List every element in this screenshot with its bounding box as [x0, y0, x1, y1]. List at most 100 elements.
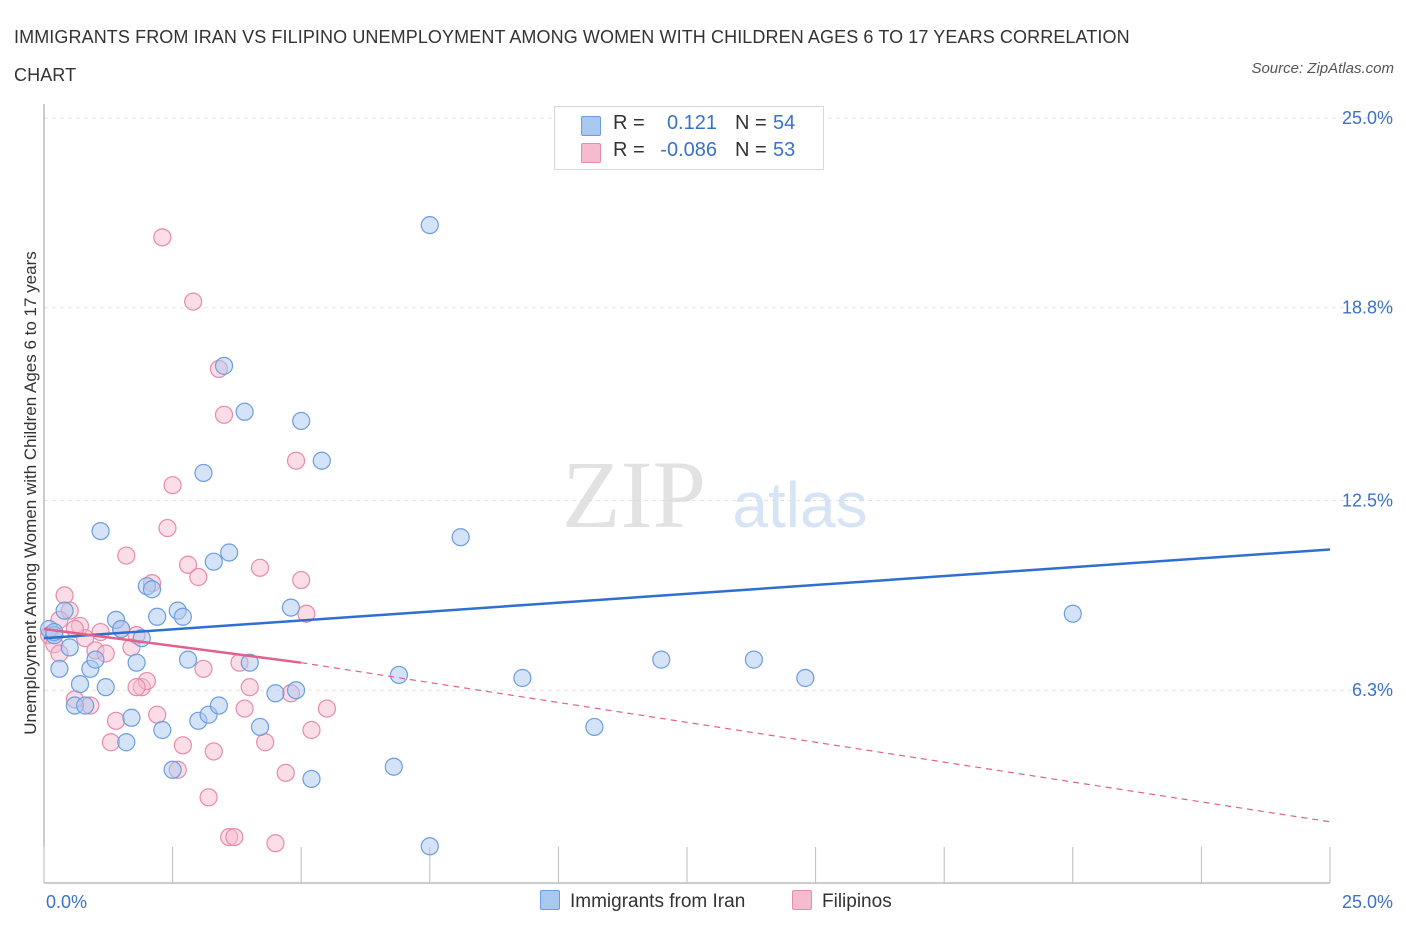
data-point: [209, 696, 228, 715]
chart-title: IMMIGRANTS FROM IRAN VS FILIPINO UNEMPLO…: [14, 27, 1130, 85]
y-tick-label: 18.8%: [1342, 298, 1393, 318]
data-point: [50, 659, 69, 678]
legend-swatch-filipinos: [792, 890, 812, 910]
data-point: [199, 788, 218, 807]
data-point: [106, 711, 126, 730]
y-tick-label: 25.0%: [1342, 108, 1393, 128]
data-point: [204, 552, 223, 571]
data-point: [55, 586, 74, 605]
data-point: [302, 720, 321, 740]
legend-item-iran[interactable]: Immigrants from Iran: [540, 890, 745, 913]
data-point: [194, 463, 213, 483]
watermark-zip: ZIP: [562, 441, 706, 548]
data-point: [122, 708, 141, 727]
legend-n-label: N =: [735, 139, 767, 161]
data-point: [55, 601, 74, 620]
trend-line-filipinos-extension: [301, 662, 1331, 823]
data-point: [292, 411, 311, 431]
legend-item-filipinos[interactable]: Filipinos: [792, 890, 892, 913]
data-point: [163, 476, 182, 495]
tick-labels: 6.3% 12.5% 18.8% 25.0% 0.0% 25.0%: [46, 108, 1393, 912]
data-point: [286, 681, 306, 700]
source-credit: Source: ZipAtlas.com: [1251, 60, 1394, 77]
data-point: [297, 604, 316, 623]
data-point: [250, 717, 270, 737]
data-point: [389, 665, 409, 685]
data-point: [652, 650, 671, 669]
data-point: [235, 402, 254, 421]
data-point: [70, 674, 90, 694]
legend-swatch-filipinos: [581, 143, 601, 163]
data-point: [796, 668, 815, 688]
data-point: [163, 760, 182, 779]
data-point: [317, 699, 337, 718]
legend-r-value: -0.086: [660, 139, 717, 161]
legend-swatch-iran: [540, 890, 560, 910]
data-point: [86, 650, 105, 669]
data-point: [420, 837, 439, 856]
y-axis-label: Unemployment Among Women with Children A…: [21, 251, 40, 735]
data-point: [240, 678, 259, 697]
legend-label-iran: Immigrants from Iran: [570, 891, 746, 912]
data-point: [250, 558, 270, 577]
data-point: [178, 650, 198, 669]
data-point: [276, 763, 295, 782]
data-point: [158, 518, 177, 538]
data-point: [178, 555, 198, 574]
data-point: [189, 567, 208, 587]
data-point: [235, 699, 254, 718]
data-point: [214, 356, 234, 375]
data-point: [744, 650, 763, 669]
data-point: [96, 678, 115, 697]
legend-r-label: R =: [613, 112, 645, 134]
data-point: [142, 580, 162, 599]
y-tick-label: 6.3%: [1352, 680, 1393, 700]
data-point: [173, 607, 192, 626]
data-point: [292, 570, 311, 590]
data-point: [194, 659, 213, 678]
data-point: [384, 757, 403, 776]
data-point: [266, 834, 285, 853]
data-point: [91, 521, 110, 541]
data-point: [266, 684, 285, 703]
data-point: [451, 528, 470, 547]
axes: [43, 104, 1331, 884]
legend-label-filipinos: Filipinos: [822, 891, 892, 912]
data-point: [420, 216, 439, 235]
data-point: [173, 736, 192, 755]
data-point: [204, 742, 223, 761]
data-point: [153, 228, 172, 247]
data-point: [220, 543, 239, 562]
data-point: [117, 546, 136, 565]
x-tick-label: 25.0%: [1342, 892, 1393, 912]
y-tick-label: 12.5%: [1342, 491, 1393, 511]
data-point: [312, 451, 331, 470]
data-point: [148, 705, 167, 724]
legend-n-value: 53: [773, 139, 796, 161]
legend-n-value: 54: [773, 112, 796, 134]
series-iran-points: [40, 216, 1082, 856]
legend-swatch-iran: [581, 116, 601, 136]
trend-line-filipinos: [43, 627, 302, 664]
data-point: [240, 653, 259, 672]
data-point: [513, 668, 532, 688]
data-point: [148, 607, 167, 626]
data-point: [1063, 604, 1082, 623]
trend-line-iran: [43, 548, 1331, 640]
watermark: ZIP atlas: [562, 441, 868, 548]
series-legend: Immigrants from Iran Filipinos: [0, 890, 1406, 916]
legend-r-label: R =: [613, 139, 645, 161]
data-point: [60, 638, 79, 657]
data-point: [184, 292, 203, 311]
legend-n-label: N =: [735, 112, 767, 134]
data-point: [76, 696, 95, 715]
watermark-atlas: atlas: [732, 469, 867, 541]
x-tick-label: 0.0%: [46, 892, 87, 912]
legend-r-value: 0.121: [666, 112, 717, 134]
series-filipinos-points: [40, 228, 337, 853]
stats-legend: R = 0.121 N = 54 R = -0.086 N = 53: [554, 106, 824, 170]
data-point: [281, 598, 301, 617]
data-point: [127, 678, 146, 697]
data-point: [101, 733, 120, 752]
data-point: [256, 733, 275, 752]
